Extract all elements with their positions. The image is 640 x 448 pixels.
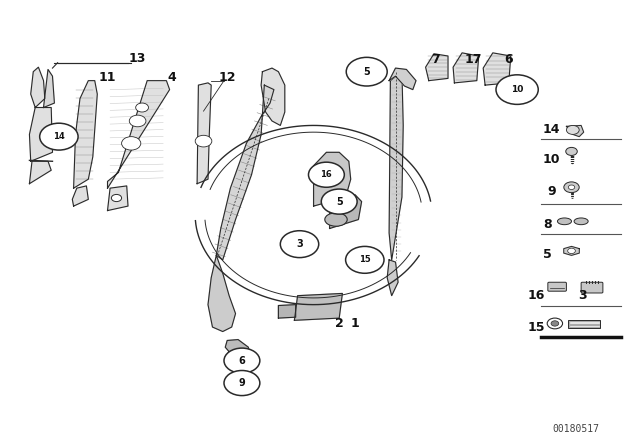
Polygon shape xyxy=(108,186,128,211)
Polygon shape xyxy=(74,81,97,188)
Polygon shape xyxy=(330,195,362,228)
Text: 15: 15 xyxy=(527,321,545,335)
Text: 13: 13 xyxy=(129,52,147,65)
Polygon shape xyxy=(483,53,511,85)
Text: 3: 3 xyxy=(578,289,587,302)
Polygon shape xyxy=(566,125,584,137)
Circle shape xyxy=(136,103,148,112)
FancyBboxPatch shape xyxy=(548,282,566,291)
Circle shape xyxy=(568,185,575,190)
Polygon shape xyxy=(278,305,296,318)
Polygon shape xyxy=(261,68,285,125)
Polygon shape xyxy=(208,255,236,332)
Text: 4: 4 xyxy=(167,70,176,84)
Text: 3: 3 xyxy=(296,239,303,249)
Circle shape xyxy=(122,137,141,150)
Circle shape xyxy=(321,189,357,214)
FancyBboxPatch shape xyxy=(581,282,603,293)
Polygon shape xyxy=(72,186,88,206)
Text: 5: 5 xyxy=(543,248,552,261)
Ellipse shape xyxy=(557,218,572,224)
Text: 5: 5 xyxy=(336,197,342,207)
Text: 5: 5 xyxy=(364,67,370,77)
Ellipse shape xyxy=(325,213,348,226)
Polygon shape xyxy=(389,68,416,90)
Ellipse shape xyxy=(574,218,588,224)
Circle shape xyxy=(566,125,579,134)
Text: 00180517: 00180517 xyxy=(552,424,600,434)
Circle shape xyxy=(568,248,575,254)
Circle shape xyxy=(346,246,384,273)
Polygon shape xyxy=(216,85,274,260)
Text: 6: 6 xyxy=(504,52,513,66)
Text: 1: 1 xyxy=(351,317,360,330)
Circle shape xyxy=(566,147,577,155)
Polygon shape xyxy=(31,67,45,108)
Text: 15: 15 xyxy=(359,255,371,264)
Text: 10: 10 xyxy=(511,85,524,94)
Polygon shape xyxy=(197,83,211,184)
Text: 7: 7 xyxy=(431,52,440,66)
Polygon shape xyxy=(225,340,251,358)
Circle shape xyxy=(224,370,260,396)
Circle shape xyxy=(40,123,78,150)
Polygon shape xyxy=(294,293,342,320)
Polygon shape xyxy=(564,246,579,255)
Circle shape xyxy=(496,75,538,104)
Polygon shape xyxy=(108,81,170,188)
Text: 12: 12 xyxy=(218,70,236,84)
Text: 14: 14 xyxy=(53,132,65,141)
Text: 11: 11 xyxy=(99,70,116,84)
Text: 17: 17 xyxy=(465,52,483,66)
Circle shape xyxy=(564,182,579,193)
Polygon shape xyxy=(389,72,403,260)
Polygon shape xyxy=(426,54,448,81)
Circle shape xyxy=(224,348,260,373)
Text: 8: 8 xyxy=(543,218,552,232)
Polygon shape xyxy=(44,69,54,108)
Polygon shape xyxy=(314,152,351,206)
Polygon shape xyxy=(29,161,51,184)
Text: 14: 14 xyxy=(543,123,561,137)
Text: 9: 9 xyxy=(547,185,556,198)
Circle shape xyxy=(308,162,344,187)
Polygon shape xyxy=(387,260,398,296)
Text: 16: 16 xyxy=(321,170,332,179)
Bar xyxy=(568,320,600,328)
Circle shape xyxy=(195,135,212,147)
Circle shape xyxy=(280,231,319,258)
Text: 9: 9 xyxy=(239,378,245,388)
Text: 2: 2 xyxy=(335,317,344,330)
Circle shape xyxy=(111,194,122,202)
Text: 6: 6 xyxy=(239,356,245,366)
Circle shape xyxy=(129,115,146,127)
Polygon shape xyxy=(29,108,52,161)
Circle shape xyxy=(551,321,559,326)
Polygon shape xyxy=(453,53,479,83)
Text: 10: 10 xyxy=(543,152,561,166)
Text: 16: 16 xyxy=(527,289,545,302)
Circle shape xyxy=(346,57,387,86)
